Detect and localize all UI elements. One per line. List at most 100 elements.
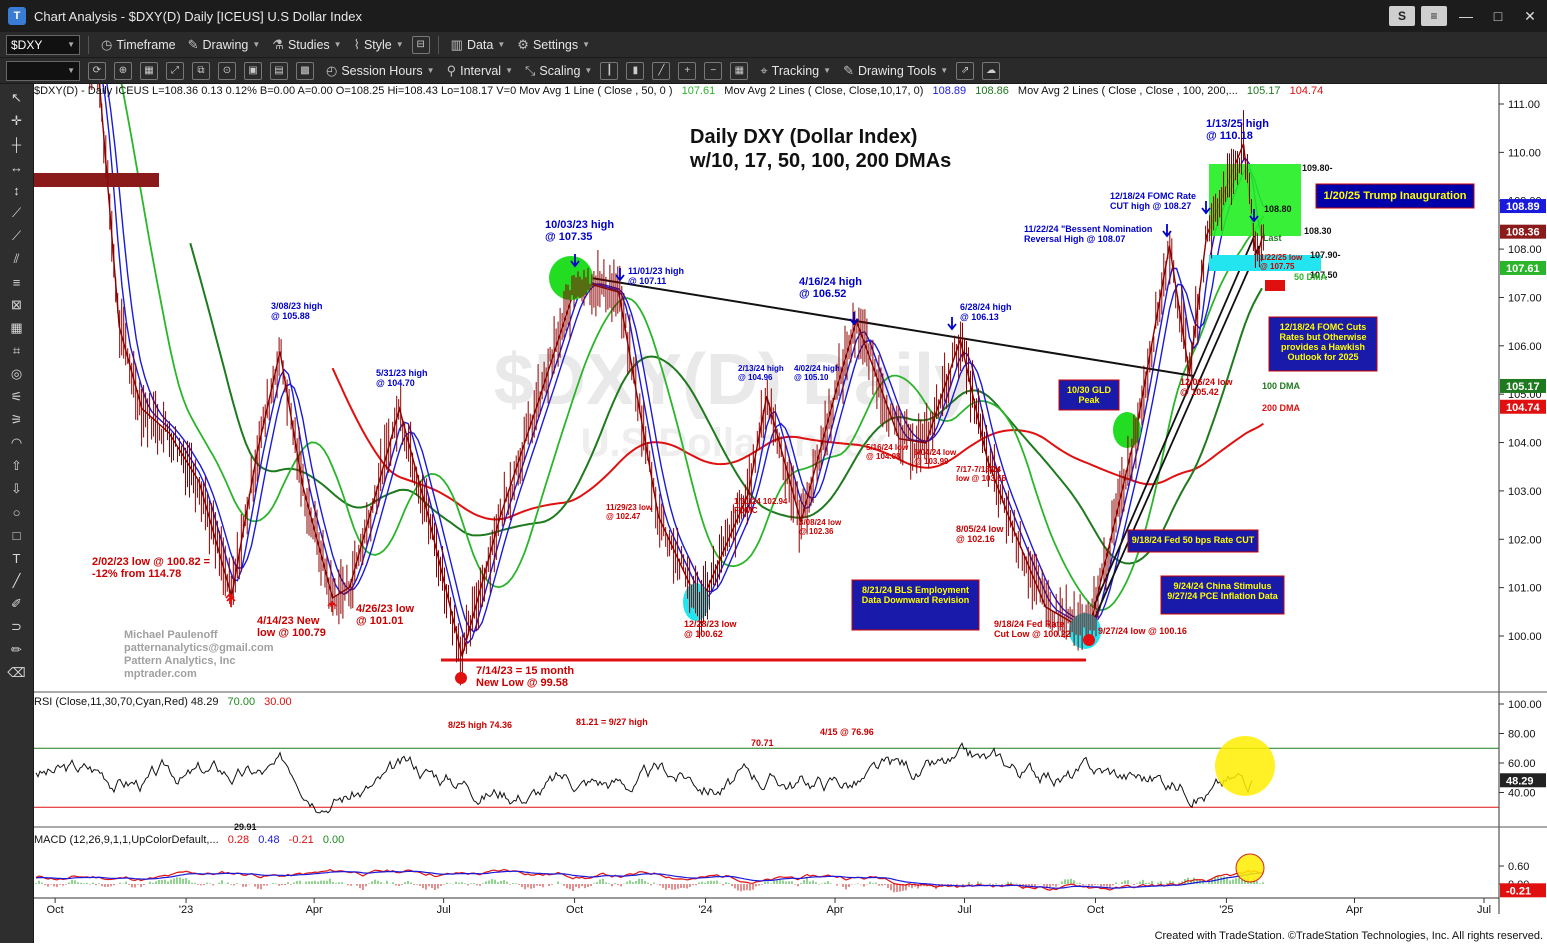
annotation-low-line: 5/16/24 low [866,443,909,452]
up-arrow-icon[interactable]: ⇧ [11,458,22,473]
crosshair-tool-icon[interactable]: ✛ [11,113,22,128]
paint-icon[interactable]: ✐ [11,596,22,611]
down-arrow-icon[interactable]: ⇩ [11,481,22,496]
channel-icon[interactable]: ⫽ [13,251,20,266]
annotation-box [1160,575,1285,615]
cycle-icon[interactable]: ◎ [10,366,23,381]
annotation-low: 8/05/24 low @ 102.16 [956,524,1005,544]
annotation-low-line: @ 103.99 [914,457,949,466]
andrews-icon[interactable]: ⚞ [10,412,23,427]
data-menu[interactable]: ▥ Data ▼ [451,37,506,53]
annotation-high-line: 2/13/24 high [738,364,784,373]
s-button[interactable]: S [1389,6,1415,26]
vertical-line-icon[interactable]: ┼ [11,136,22,152]
settings-menu[interactable]: ⚙ Settings ▼ [517,37,590,53]
trendline-icon[interactable]: ⟋ [11,205,22,220]
author-name: Michael Paulenoff [124,629,218,641]
horizontal-arrows-icon[interactable]: ↔ [10,159,23,175]
tracking-menu[interactable]: ⌖ Tracking ▼ [760,63,831,79]
annotation-high-line: @ 104.70 [376,378,415,388]
pencil-icon[interactable]: ✏ [11,642,22,657]
annotation-high: 4/02/24 high @ 105.10 [794,364,840,382]
studies-menu[interactable]: ⚗ Studies ▼ [272,37,341,53]
vertical-arrows-icon[interactable]: ↕ [13,182,20,198]
save-icon[interactable]: ▣ [244,61,262,80]
low-arrow [327,600,337,612]
zoom-out-icon[interactable]: − [704,61,723,80]
image-icon[interactable]: ▤ [270,61,288,80]
rsi-annotation: 70.71 [751,738,774,748]
ray-icon[interactable]: ⟋ [11,228,22,243]
layout-icon[interactable]: ⊟ [411,35,430,54]
crosshair-icon[interactable]: ⊕ [114,61,132,80]
time-axis: Oct '23 Apr Jul Oct '24 Apr Jul Oct '25 Apr Jul [47,898,1491,916]
rsi-label: RSI (Close,11,30,70,Cyan,Red) 48.29 [34,696,219,708]
chart-title-line1: Daily DXY (Dollar Index) [690,126,917,148]
maximize-button[interactable]: □ [1493,8,1503,24]
expand-icon[interactable]: ⤢ [166,61,184,80]
interval-menu[interactable]: ⚲ Interval ▼ [447,63,513,79]
annotation-high: 3/08/23 high @ 105.88 [271,301,323,321]
annotation-low-line: 4/26/23 low [356,603,415,615]
chart-area[interactable]: $DXY(D) Daily U.S Dollar Index [34,0,1547,943]
annotation-box-text-line: 9/24/24 China Stimulus [1173,581,1271,591]
annotation-box-text: 12/18/24 FOMC Cuts Rates but Otherwise pro… [1279,322,1366,362]
candle-icon[interactable]: ▮ [626,61,645,80]
pointer-icon[interactable]: ↖ [11,90,22,105]
export-icon[interactable]: ⇗ [956,61,975,80]
menu-button[interactable]: ≡ [1421,6,1447,26]
grid-tool-icon[interactable]: ▦ [10,320,23,335]
rsi-annotation: 29.91 [234,822,257,832]
annotation-high-line: 6/28/24 high [960,302,1012,312]
price-axis: 111.00110.00109.00108.00107.00106.00105.… [1499,99,1542,643]
regression-icon[interactable]: ⚟ [10,389,23,404]
target-marker [1265,280,1285,291]
drawing-tools-label: Drawing Tools [857,63,937,78]
gann-icon[interactable]: ⊠ [11,297,22,312]
timeframe-menu[interactable]: ◷ Timeframe [101,37,176,53]
line-tool-icon[interactable]: ╱ [12,573,21,588]
copy-icon[interactable]: ⧉ [192,61,210,80]
symbol-input[interactable]: $DXY ▼ [6,34,80,55]
text-icon[interactable]: T [12,550,21,566]
interval-icon: ⚲ [446,62,457,78]
refresh-icon[interactable]: ⟳ [88,61,106,80]
drawing-tools-menu[interactable]: ✎ Drawing Tools ▼ [843,63,948,79]
session-hours-menu[interactable]: ◴ Session Hours ▼ [326,63,435,79]
price-tick-label: 101.00 [1508,583,1542,595]
annotation-high: 4/16/24 high @ 106.52 [799,276,862,300]
grid-icon[interactable]: ▩ [296,61,314,80]
drawing-menu[interactable]: ✎ Drawing ▼ [188,37,261,53]
window-link-selector[interactable]: ▼ [6,60,80,81]
arc-icon[interactable]: ◠ [10,435,23,450]
rsi-30: 30.00 [264,696,292,708]
price-tag [1500,260,1546,275]
annotation-box-text-line: 1/20/25 Trump Inauguration [1323,190,1466,202]
high-arrow [1162,224,1172,238]
speed-lines-icon[interactable]: ⌗ [12,343,21,358]
fibonacci-icon[interactable]: ≡ [12,274,21,290]
zoom-in-icon[interactable]: + [678,61,697,80]
rectangle-icon[interactable]: □ [12,527,21,543]
calendar-icon[interactable]: ▦ [140,61,158,80]
author-block: Michael Paulenoff patternanalytics@gmail… [124,629,274,680]
annotation-low: 9/27/24 low @ 100.16 [1098,626,1187,636]
minimize-button[interactable]: — [1459,8,1473,24]
scaling-menu[interactable]: ⤡ Scaling ▼ [525,63,592,79]
annotation-box-text-line: Peak [1078,395,1100,405]
low-marker-icon [1083,634,1095,646]
cloud-icon[interactable]: ☁ [982,61,1001,80]
bar-type-icon[interactable]: ┃ [600,61,619,80]
price-chart-svg[interactable]: $DXY(D) Daily U.S Dollar Index [34,0,1547,943]
pin-icon[interactable]: ⊙ [218,61,236,80]
time-tick-label: '23 [179,904,193,916]
eraser-icon[interactable]: ⌫ [7,665,26,680]
line-type-icon[interactable]: ╱ [652,61,671,80]
magnet-icon[interactable]: ⊃ [11,619,22,634]
tracking-grid-icon[interactable]: ▦ [730,61,749,80]
close-button[interactable]: ✕ [1524,7,1536,24]
ellipse-icon[interactable]: ○ [12,504,21,520]
annotation-box [1315,183,1475,209]
style-menu[interactable]: ⌇ Style ▼ [354,37,404,53]
